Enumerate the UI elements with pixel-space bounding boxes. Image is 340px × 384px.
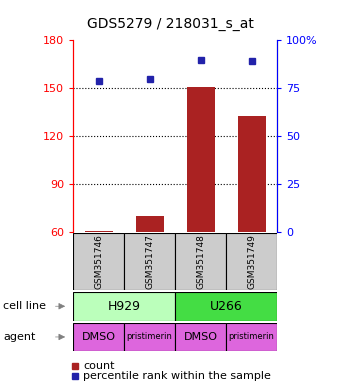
Text: GSM351748: GSM351748 bbox=[196, 234, 205, 289]
Bar bbox=[175, 323, 226, 351]
Text: GSM351747: GSM351747 bbox=[145, 234, 154, 289]
Bar bbox=[187, 87, 215, 232]
Bar bbox=[124, 323, 175, 351]
Bar bbox=[73, 292, 175, 321]
Text: count: count bbox=[83, 361, 115, 371]
Bar bbox=[85, 231, 113, 232]
Text: pristimerin: pristimerin bbox=[229, 333, 274, 341]
Text: percentile rank within the sample: percentile rank within the sample bbox=[83, 371, 271, 381]
Text: DMSO: DMSO bbox=[184, 332, 218, 342]
Text: U266: U266 bbox=[210, 300, 242, 313]
Bar bbox=[238, 116, 266, 232]
Bar bbox=[73, 323, 124, 351]
Text: DMSO: DMSO bbox=[82, 332, 116, 342]
Bar bbox=[226, 323, 277, 351]
Text: GSM351746: GSM351746 bbox=[94, 234, 103, 289]
Text: GDS5279 / 218031_s_at: GDS5279 / 218031_s_at bbox=[87, 17, 253, 31]
Bar bbox=[175, 233, 226, 290]
Text: agent: agent bbox=[3, 332, 36, 342]
Bar bbox=[175, 292, 277, 321]
Text: GSM351749: GSM351749 bbox=[247, 234, 256, 289]
Text: H929: H929 bbox=[107, 300, 141, 313]
Text: cell line: cell line bbox=[3, 301, 46, 311]
Bar bbox=[136, 216, 164, 232]
Text: pristimerin: pristimerin bbox=[127, 333, 172, 341]
Bar bbox=[124, 233, 175, 290]
Bar bbox=[226, 233, 277, 290]
Bar bbox=[73, 233, 124, 290]
